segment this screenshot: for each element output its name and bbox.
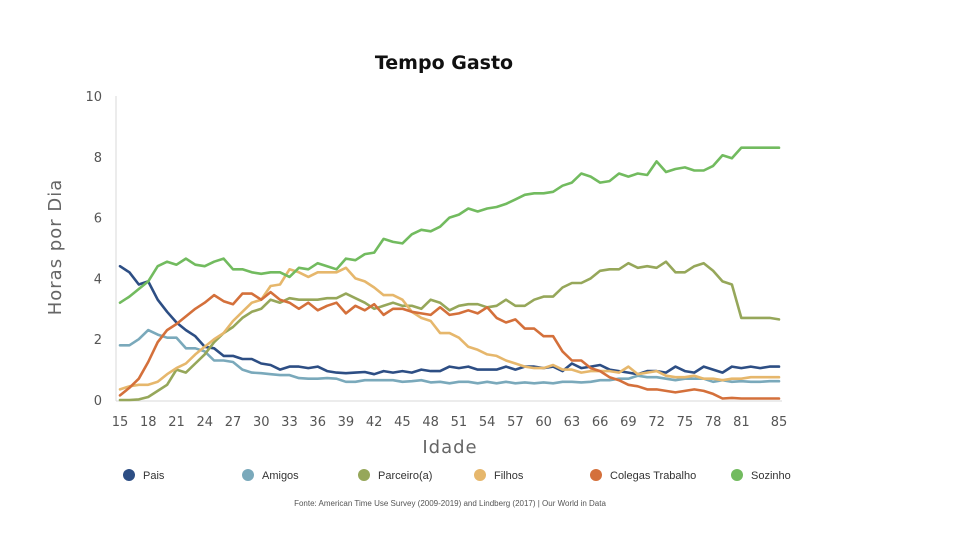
- x-tick-label: 75: [677, 415, 694, 430]
- x-tick-label: 81: [733, 415, 750, 430]
- x-tick-label: 63: [564, 415, 581, 430]
- x-tick-label: 39: [338, 415, 355, 430]
- series-line-2: [118, 260, 781, 402]
- legend-marker: [590, 469, 602, 481]
- source-note: Fonte: American Time Use Survey (2009-20…: [294, 499, 606, 508]
- legend-item: Pais: [123, 469, 165, 482]
- y-tick-label: 8: [94, 151, 102, 166]
- legend-item: Amigos: [242, 469, 299, 482]
- y-tick-labels: 0 2 4 6 8 10: [85, 90, 102, 409]
- legend-marker: [731, 469, 743, 481]
- y-axis-title: Horas por Dia: [45, 179, 66, 316]
- x-tick-label: 27: [225, 415, 242, 430]
- legend-label: Pais: [143, 470, 165, 482]
- y-tick-label: 10: [85, 90, 102, 105]
- x-tick-label: 18: [140, 415, 157, 430]
- x-tick-label: 36: [309, 415, 326, 430]
- x-tick-label: 33: [281, 415, 298, 430]
- legend-label: Filhos: [494, 470, 524, 482]
- x-tick-label: 69: [620, 415, 637, 430]
- x-tick-label: 54: [479, 415, 496, 430]
- series-line-4: [118, 290, 781, 400]
- legend-marker: [123, 469, 135, 481]
- y-tick-label: 6: [94, 212, 102, 227]
- legend-marker: [474, 469, 486, 481]
- chart-title: Tempo Gasto: [374, 52, 514, 74]
- x-tick-labels: 15 18 21 24 27 30 33 36 39 42 45 48 51 54 57 60 63 66 69 72…: [112, 415, 788, 430]
- legend-label: Colegas Trabalho: [610, 470, 696, 482]
- x-tick-label: 72: [648, 415, 665, 430]
- x-tick-label: 85: [771, 415, 788, 430]
- x-tick-label: 78: [705, 415, 722, 430]
- x-tick-label: 24: [196, 415, 213, 430]
- x-tick-label: 21: [168, 415, 185, 430]
- y-tick-label: 2: [94, 333, 102, 348]
- x-tick-label: 45: [394, 415, 411, 430]
- legend-label: Amigos: [262, 470, 299, 482]
- x-axis-title: Idade: [422, 437, 477, 458]
- y-tick-label: 0: [94, 394, 102, 409]
- legend-item: Parceiro(a): [358, 469, 432, 482]
- legend-label: Parceiro(a): [378, 470, 432, 482]
- x-tick-label: 48: [422, 415, 439, 430]
- series-lines: [118, 146, 781, 402]
- x-tick-label: 60: [535, 415, 552, 430]
- x-tick-label: 57: [507, 415, 524, 430]
- legend-item: Filhos: [474, 469, 524, 482]
- x-tick-label: 15: [112, 415, 129, 430]
- x-tick-label: 42: [366, 415, 383, 430]
- series-line-5: [118, 146, 781, 305]
- legend-label: Sozinho: [751, 470, 791, 482]
- legend-item: Sozinho: [731, 469, 791, 482]
- series-line-3: [118, 266, 781, 391]
- legend-marker: [242, 469, 254, 481]
- legend-marker: [358, 469, 370, 481]
- x-tick-label: 30: [253, 415, 270, 430]
- legend: Pais Amigos Parceiro(a) Filhos Colegas Traba…: [123, 469, 791, 482]
- series-line-0: [118, 264, 781, 376]
- x-tick-label: 66: [592, 415, 609, 430]
- x-tick-label: 51: [451, 415, 468, 430]
- y-tick-label: 4: [94, 272, 102, 287]
- legend-item: Colegas Trabalho: [590, 469, 696, 482]
- series-line-1: [118, 328, 781, 385]
